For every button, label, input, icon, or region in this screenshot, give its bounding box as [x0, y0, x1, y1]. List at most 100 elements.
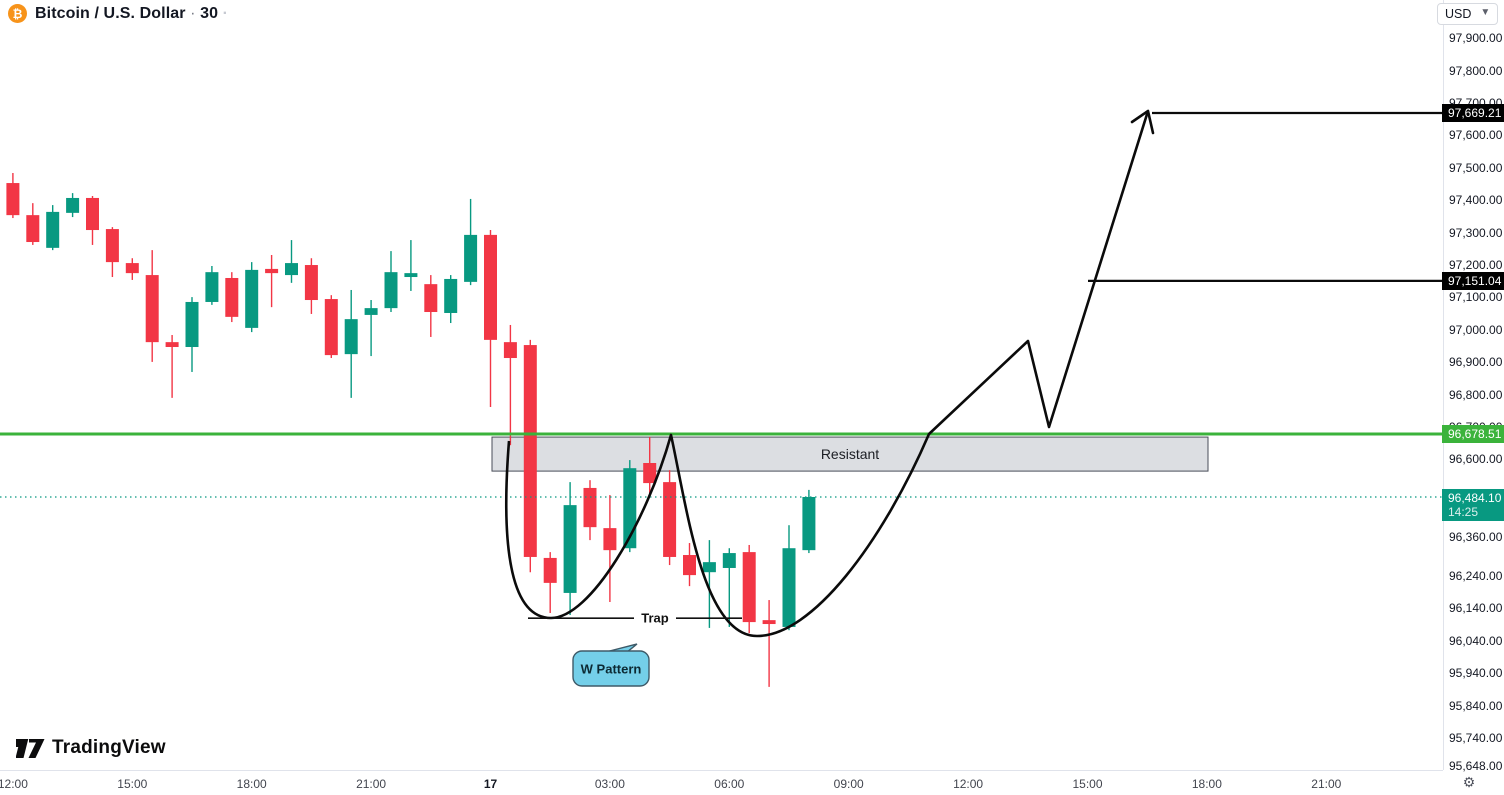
- price-tick-label: 97,000.00: [1449, 322, 1503, 337]
- tradingview-logo-icon: [16, 738, 45, 758]
- symbol-title[interactable]: Bitcoin / U.S. Dollar · 30 ·: [35, 5, 228, 23]
- candle-body: [6, 183, 20, 216]
- candle-body: [105, 229, 119, 263]
- target-price-label-2: 97,151.04: [1442, 271, 1504, 290]
- candle-body: [543, 557, 557, 583]
- tradingview-watermark: TradingView: [16, 737, 166, 759]
- separator-dot: ·: [190, 4, 196, 22]
- candle-body: [563, 505, 577, 593]
- price-edge-label: 95,648.00: [1449, 759, 1503, 773]
- candle-body: [663, 482, 677, 557]
- candle-body: [444, 278, 458, 313]
- time-tick-label: 06:00: [714, 777, 745, 791]
- candle-body: [285, 263, 298, 276]
- candle-body: [125, 263, 139, 274]
- candle-body: [145, 275, 159, 343]
- candle-body: [324, 299, 338, 356]
- gear-icon[interactable]: ⚙: [1462, 773, 1476, 790]
- currency-select[interactable]: USD ▼: [1437, 3, 1499, 25]
- time-tick-date: 17: [483, 777, 498, 791]
- hidden-indicator-dot: ·: [222, 4, 229, 22]
- bitcoin-icon: ₿: [8, 4, 27, 23]
- candle-body: [583, 487, 597, 528]
- price-tick-label: 96,600.00: [1449, 452, 1503, 467]
- time-tick-label: 21:00: [356, 777, 387, 791]
- w-pattern-callout[interactable]: [572, 650, 650, 687]
- price-tick-label: 97,400.00: [1449, 193, 1503, 208]
- time-tick-label: 15:00: [117, 777, 148, 791]
- price-tick-label: 97,300.00: [1449, 225, 1503, 240]
- resistance-price-label: 96,678.51: [1442, 424, 1504, 443]
- candle-body: [404, 273, 418, 278]
- candle-body: [503, 342, 517, 359]
- candle-body: [782, 548, 796, 627]
- price-tick-label: 97,200.00: [1449, 258, 1503, 273]
- time-axis[interactable]: 12:00 15:00 18:00 21:00 17 03:00 06:00 09:00 12:…: [0, 770, 1443, 795]
- chevron-down-icon: ▼: [1480, 7, 1491, 18]
- candle-body: [265, 268, 279, 274]
- price-tick-label: 97,100.00: [1449, 290, 1503, 305]
- w-pattern-projection-path[interactable]: [504, 110, 1150, 638]
- price-tick-label: 96,800.00: [1449, 387, 1503, 402]
- price-tick-label: 96,240.00: [1449, 569, 1503, 584]
- time-tick-label: 18:00: [1191, 777, 1222, 791]
- arrow-head-icon: [1130, 109, 1155, 135]
- candle-body: [722, 553, 736, 568]
- candle-body: [46, 211, 60, 248]
- candle-body: [643, 462, 657, 484]
- bar-countdown: 14:25: [1448, 504, 1479, 519]
- candle-body: [66, 197, 80, 213]
- candle-body: [165, 342, 179, 348]
- candle-body: [762, 620, 776, 625]
- price-tick-label: 96,140.00: [1449, 601, 1503, 616]
- interval-label[interactable]: 30: [200, 4, 219, 22]
- candle-body: [603, 528, 617, 551]
- time-tick-label: 03:00: [594, 777, 625, 791]
- price-tick-label: 96,900.00: [1449, 355, 1503, 370]
- candle-body: [484, 234, 497, 340]
- time-tick-label: 21:00: [1311, 777, 1342, 791]
- candle-body: [702, 562, 716, 573]
- chart-plot-area[interactable]: Resistant Trap W Pattern: [0, 0, 1443, 770]
- resistance-zone-label: Resistant: [821, 446, 879, 462]
- price-tick-label: 97,600.00: [1449, 128, 1503, 143]
- candle-body: [742, 552, 756, 623]
- price-tick-label: 97,500.00: [1449, 160, 1503, 175]
- w-pattern-callout-label: W Pattern: [581, 662, 642, 677]
- target-price-label-1: 97,669.21: [1442, 104, 1504, 122]
- price-tick-label: 97,900.00: [1449, 31, 1503, 46]
- symbol-header: ₿ Bitcoin / U.S. Dollar · 30 ·: [8, 4, 228, 23]
- candle-body: [205, 272, 219, 302]
- candle-body: [464, 234, 478, 282]
- candle-body: [225, 277, 239, 317]
- time-tick-label: 18:00: [236, 777, 267, 791]
- candle-body: [344, 319, 358, 355]
- price-axis[interactable]: 97,900.0097,800.0097,700.0097,600.0097,5…: [1442, 0, 1504, 773]
- candle-body: [523, 345, 537, 557]
- candle-body: [26, 215, 40, 243]
- candle-body: [424, 284, 438, 313]
- time-tick-label: 15:00: [1072, 777, 1103, 791]
- symbol-name: Bitcoin / U.S. Dollar: [35, 4, 186, 22]
- price-tick-label: 96,040.00: [1449, 633, 1503, 648]
- candle-body: [384, 272, 398, 309]
- candle-body: [364, 308, 378, 315]
- trap-label: Trap: [641, 611, 669, 626]
- tradingview-brand-text: TradingView: [52, 737, 166, 758]
- current-price-label: 96,484.10 14:25: [1442, 488, 1504, 521]
- candle-body: [245, 269, 259, 328]
- price-tick-label: 96,360.00: [1449, 530, 1503, 545]
- price-tick-label: 95,840.00: [1449, 698, 1503, 713]
- time-tick-label: 12:00: [953, 777, 984, 791]
- candle-body: [86, 197, 99, 231]
- resistance-zone[interactable]: [491, 436, 1209, 472]
- candle-body: [683, 555, 696, 576]
- price-tick-label: 95,940.00: [1449, 666, 1503, 681]
- price-tick-label: 97,800.00: [1449, 63, 1503, 78]
- currency-value: USD: [1445, 7, 1472, 21]
- time-tick-label: 09:00: [833, 777, 864, 791]
- price-tick-label: 95,740.00: [1449, 731, 1503, 746]
- candle-body: [304, 265, 318, 301]
- candle-body: [802, 496, 816, 551]
